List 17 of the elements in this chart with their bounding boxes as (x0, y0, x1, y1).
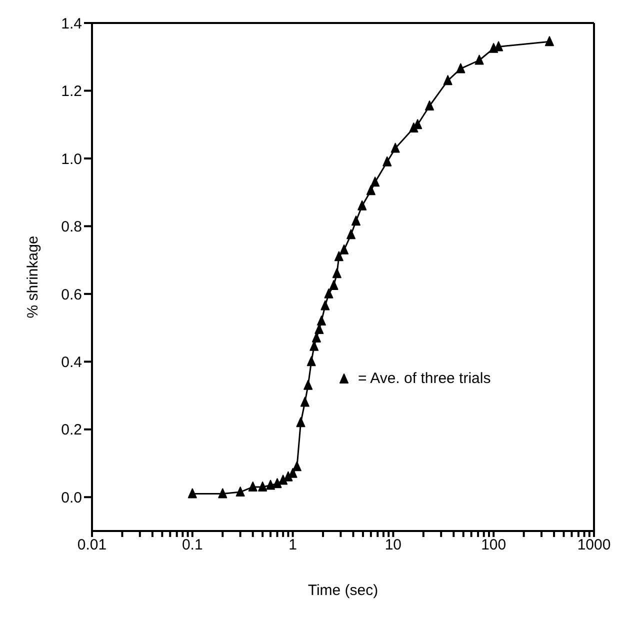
x-axis-title: Time (sec) (308, 582, 378, 599)
y-tick-label: 0.4 (61, 354, 82, 371)
y-tick-label: 1.4 (61, 15, 82, 32)
x-tick-label: 100 (481, 536, 506, 554)
y-tick-label: 0.2 (61, 422, 82, 439)
y-tick-label: 1.2 (61, 83, 82, 100)
y-tick-label: 0.8 (61, 218, 82, 236)
y-tick-label: 0.6 (61, 286, 82, 304)
x-tick-label: 1000 (577, 536, 611, 554)
y-tick-label: 1.0 (61, 150, 82, 168)
x-tick-label: 10 (384, 536, 402, 554)
y-tick-label: 0.0 (61, 489, 82, 506)
y-axis-title: % shrinkage (24, 236, 42, 318)
x-tick-label: 0.01 (77, 536, 107, 554)
x-tick-label: 0.1 (182, 536, 203, 554)
legend-label: = Ave. of three trials (358, 370, 491, 387)
x-tick-label: 1 (288, 536, 297, 554)
